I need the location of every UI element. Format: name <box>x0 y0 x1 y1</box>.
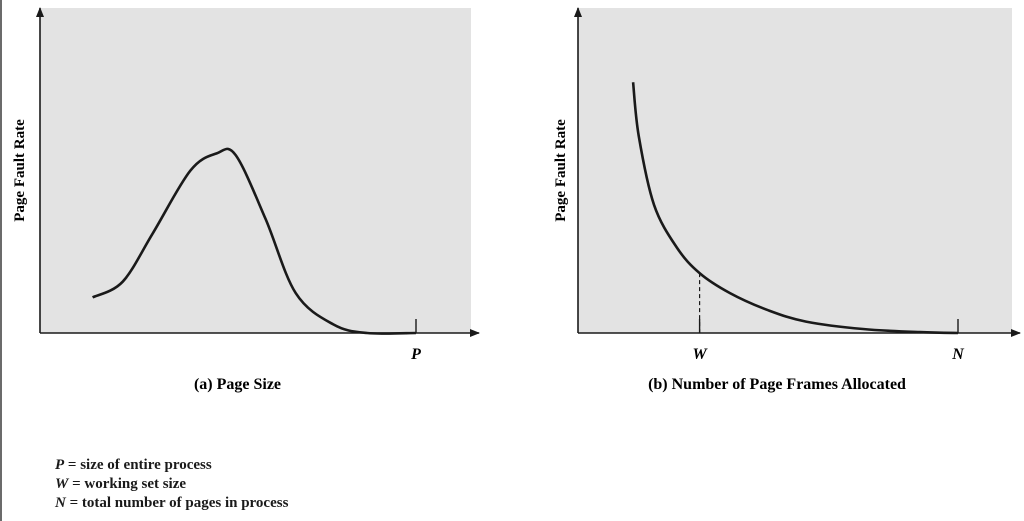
legend-symbol: W <box>55 476 69 492</box>
legend: P = size of entire process W = working s… <box>55 456 288 513</box>
y-axis-label: Page Fault Rate <box>553 119 569 222</box>
legend-symbol: N <box>55 495 66 511</box>
legend-row-n: N = total number of pages in process <box>55 494 288 513</box>
page-fault-curve <box>92 147 417 335</box>
legend-text: = size of entire process <box>64 457 212 473</box>
page-fault-curve <box>631 82 959 335</box>
x-tick-label: N <box>951 346 965 363</box>
y-axis-label: Page Fault Rate <box>12 119 28 222</box>
plot-area <box>578 8 1012 333</box>
chart-caption: (b) Number of Page Frames Allocated <box>648 376 906 393</box>
chart-caption: (a) Page Size <box>194 376 281 393</box>
legend-row-p: P = size of entire process <box>55 456 288 475</box>
chart-a: P Page Fault Rate (a) Page Size <box>12 7 480 393</box>
chart-b: W N Page Fault Rate (b) Number of Page Fram… <box>553 7 1021 393</box>
x-tick-label: P <box>410 346 421 363</box>
legend-row-w: W = working set size <box>55 475 288 494</box>
legend-text: = total number of pages in process <box>65 495 289 511</box>
plot-area <box>40 8 471 333</box>
legend-text: = working set size <box>68 476 187 492</box>
x-tick-label: W <box>692 346 708 363</box>
left-border <box>0 0 2 521</box>
legend-symbol: P <box>55 457 65 473</box>
